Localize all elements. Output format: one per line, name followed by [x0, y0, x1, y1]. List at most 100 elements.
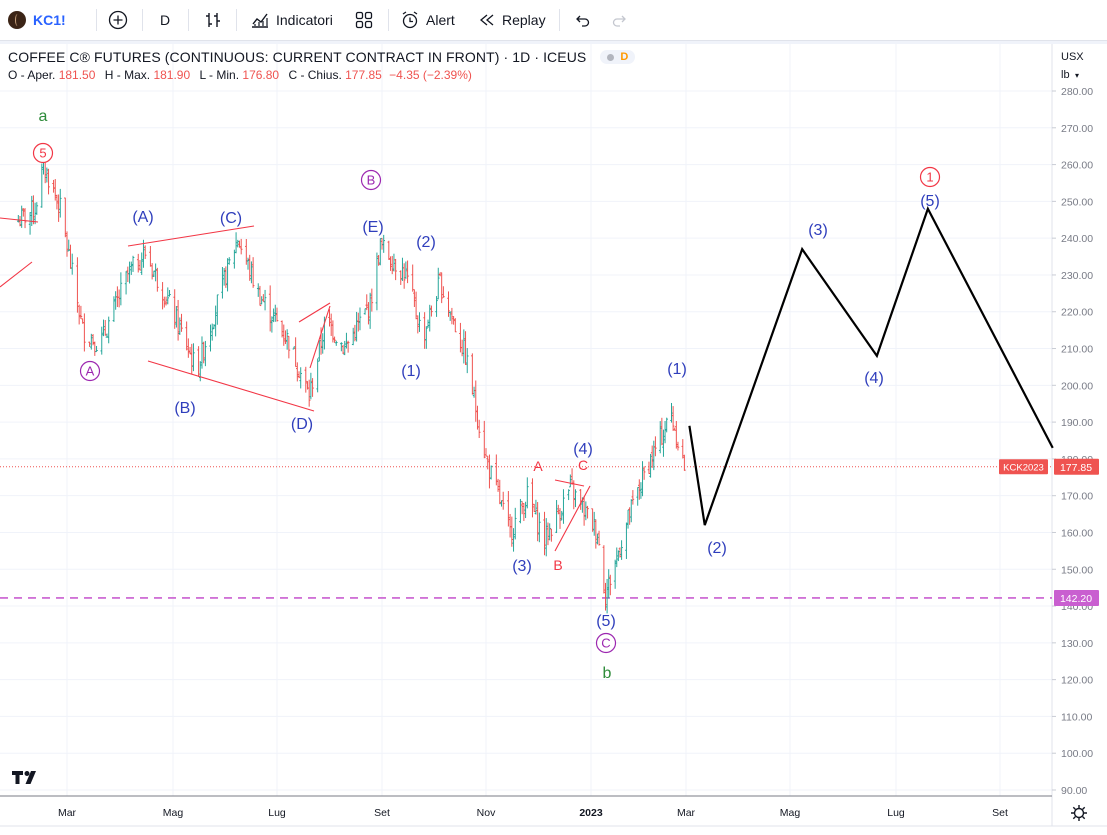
trendline[interactable]: [554, 479, 585, 487]
price-tick-label: 250.00: [1061, 196, 1093, 208]
delay-badge[interactable]: D: [600, 50, 636, 64]
svg-text:142.20: 142.20: [1060, 593, 1092, 605]
wave-text: (1): [667, 361, 687, 378]
price-tick-label: 100.00: [1061, 748, 1093, 760]
price-tick-label: 110.00: [1061, 711, 1092, 723]
wave-label[interactable]: C: [595, 632, 617, 654]
price-tick-label: 130.00: [1061, 638, 1093, 650]
wave-text: b: [603, 665, 612, 682]
wave-text: (1): [401, 363, 421, 380]
svg-text:177.85: 177.85: [1060, 462, 1092, 474]
wave-label[interactable]: (2): [707, 540, 727, 557]
wave-labels[interactable]: a5A(A)(B)(C)(D)B(E)(1)(2)(3)ABC(4)(5)Cb(…: [32, 108, 941, 682]
wave-label[interactable]: 5: [32, 142, 54, 164]
trendline[interactable]: [298, 302, 331, 323]
wave-label[interactable]: (5): [920, 193, 940, 210]
trendline[interactable]: [309, 305, 331, 369]
toolbar-gap: [0, 41, 1107, 44]
wave-circle: [32, 142, 54, 164]
wave-label[interactable]: (3): [512, 558, 532, 575]
wave-label[interactable]: (2): [416, 234, 436, 251]
undo-icon: [576, 15, 590, 27]
wave-label[interactable]: A: [533, 458, 543, 474]
wave-label[interactable]: (E): [362, 219, 383, 236]
time-tick-label: Lug: [268, 807, 286, 819]
wave-label[interactable]: (4): [573, 441, 593, 458]
wave-label[interactable]: (A): [132, 209, 153, 226]
interval-label: D: [160, 12, 171, 28]
indicators-button[interactable]: Indicatori: [250, 0, 333, 40]
toolbar-divider: [236, 9, 237, 31]
last-price-badge: KCK2023 177.85: [999, 458, 1099, 475]
interval-button[interactable]: D: [160, 0, 170, 40]
wave-label[interactable]: 1: [919, 166, 941, 188]
currency-label[interactable]: USX: [1061, 51, 1084, 63]
symbol-search-button[interactable]: KC1!: [8, 0, 66, 40]
layouts-button[interactable]: [354, 0, 374, 40]
price-tick-label: 280.00: [1061, 86, 1093, 98]
chart-title[interactable]: COFFEE C® FUTURES (CONTINUOUS: CURRENT C…: [8, 49, 587, 65]
wave-label[interactable]: B: [553, 557, 562, 573]
trendline[interactable]: [0, 217, 39, 223]
wave-label[interactable]: (1): [667, 361, 687, 378]
alert-button[interactable]: Alert: [400, 0, 455, 40]
wave-text: (2): [707, 540, 727, 557]
candles: [17, 145, 686, 614]
wave-label[interactable]: (1): [401, 363, 421, 380]
wave-text: (D): [291, 416, 313, 433]
indicators-label: Indicatori: [276, 12, 333, 28]
unit-dropdown-icon: ▾: [1075, 71, 1079, 80]
redo-icon: [612, 15, 626, 27]
wave-label[interactable]: (4): [864, 370, 884, 387]
toolbar-divider: [388, 9, 389, 31]
trendline[interactable]: [127, 225, 255, 247]
replay-label: Replay: [502, 12, 546, 28]
time-axis[interactable]: Mar Mag Lug Set Nov 2023 Mar Mag Lug Set: [58, 807, 1008, 819]
wave-label[interactable]: (B): [174, 400, 195, 417]
price-tick-label: 170.00: [1061, 491, 1093, 503]
trendlines[interactable]: [0, 217, 591, 552]
high-label: H - Max.: [104, 68, 151, 82]
wave-label[interactable]: a: [39, 108, 48, 125]
trendline[interactable]: [554, 485, 591, 552]
price-tick-label: 190.00: [1061, 417, 1093, 429]
time-tick-label: Mag: [163, 807, 184, 819]
settings-gear-icon[interactable]: [1071, 805, 1087, 821]
wave-label[interactable]: (C): [220, 210, 242, 227]
chart-type-button[interactable]: [203, 0, 223, 40]
wave-text: a: [39, 108, 48, 125]
top-toolbar: KC1! D Indicatori Alert Replay: [0, 0, 1107, 41]
compare-add-button[interactable]: [108, 0, 128, 40]
undo-button[interactable]: [573, 0, 591, 40]
trendline[interactable]: [147, 360, 315, 412]
change-value: −4.35 (−2.39%): [389, 68, 472, 82]
wave-text: (5): [596, 613, 616, 630]
svg-text:KCK2023: KCK2023: [1003, 462, 1044, 473]
wave-label[interactable]: (5): [596, 613, 616, 630]
trendline[interactable]: [0, 261, 33, 288]
alarm-clock-icon: [402, 11, 418, 29]
wave-label[interactable]: B: [360, 169, 382, 191]
alert-label: Alert: [426, 12, 455, 28]
time-tick-label: Mar: [677, 807, 696, 819]
wave-label[interactable]: (3): [808, 222, 828, 239]
wave-label[interactable]: b: [603, 665, 612, 682]
wave-text: (A): [132, 209, 153, 226]
wave-text: (B): [174, 400, 195, 417]
bars-chart-icon: [206, 13, 220, 27]
wave-label[interactable]: A: [79, 360, 101, 382]
wave-circle: [919, 166, 941, 188]
wave-label[interactable]: C: [578, 457, 588, 473]
wave-text: (4): [864, 370, 884, 387]
projection-path[interactable]: [688, 205, 1054, 526]
price-chart[interactable]: 280.00 270.00 260.00 250.00 240.00 230.00 220.…: [0, 44, 1107, 835]
redo-button[interactable]: [611, 0, 629, 40]
tradingview-logo-icon: [12, 771, 36, 784]
price-axis[interactable]: 280.00 270.00 260.00 250.00 240.00 230.00 220.…: [1052, 86, 1093, 797]
wave-text: (3): [808, 222, 828, 239]
wave-label[interactable]: (D): [291, 416, 313, 433]
wave-text: A: [86, 364, 95, 379]
replay-button[interactable]: Replay: [478, 0, 546, 40]
unit-label[interactable]: lb: [1061, 69, 1070, 81]
chart-legend: COFFEE C® FUTURES (CONTINUOUS: CURRENT C…: [8, 49, 636, 82]
